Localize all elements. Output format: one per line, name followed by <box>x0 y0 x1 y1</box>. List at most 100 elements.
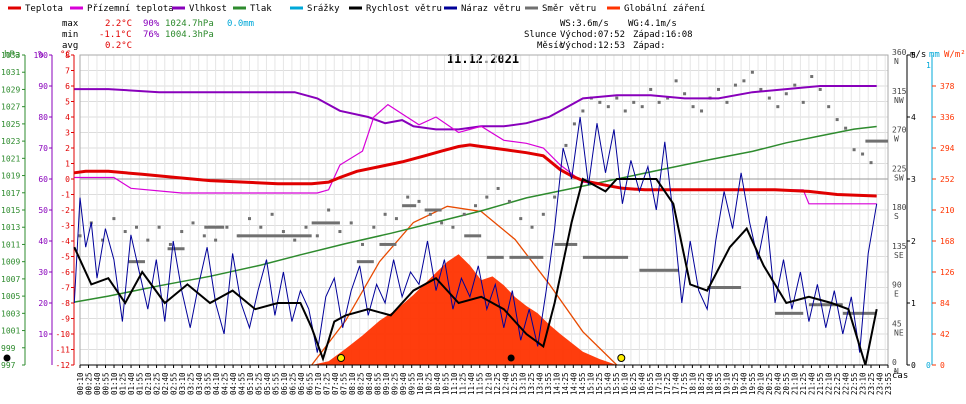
stats-max-rain: 0.0mm <box>227 19 254 29</box>
wind-direction-point <box>683 92 687 96</box>
x-tick-label: 11:10 <box>450 372 459 395</box>
hpa-tick-label: 1031 <box>1 68 20 77</box>
x-tick-label: 15:55 <box>612 372 621 395</box>
x-tick-label: 14:55 <box>578 372 587 395</box>
x-tick-label: 21:40 <box>808 372 817 395</box>
dir-name-label: N <box>894 367 899 376</box>
temp-tick-label: -9 <box>60 315 70 324</box>
x-tick-label: 16:25 <box>629 372 638 395</box>
mm-tick-label: 1 <box>926 61 931 70</box>
x-tick-label: 07:55 <box>340 372 349 395</box>
wm2-tick-label: 168 <box>940 237 955 246</box>
legend-item-label: Tlak <box>250 4 272 14</box>
ms-tick-label: 2 <box>911 237 916 246</box>
temp-tick-label: -10 <box>56 330 71 339</box>
x-tick-label: 13:10 <box>518 372 527 395</box>
wind-direction-bar <box>379 242 397 246</box>
temp-tick-label: 7 <box>65 67 70 76</box>
x-tick-label: 12:40 <box>501 372 510 395</box>
x-tick-label: 14:25 <box>561 372 570 395</box>
legend-item-label: Náraz větru <box>461 4 521 14</box>
ms-tick-label: 1 <box>911 299 916 308</box>
wm2-axis-unit: W/m² <box>944 50 966 60</box>
x-tick-label: 02:25 <box>153 372 162 395</box>
dir-name-label: NE <box>894 328 904 337</box>
ms-tick-label: 0 <box>911 361 916 370</box>
wind-direction-point <box>700 109 704 113</box>
wind-direction-point <box>759 87 763 91</box>
wind-direction-bar <box>402 204 417 208</box>
wm2-tick-label: 0 <box>940 361 945 370</box>
temp-tick-label: 1 <box>65 160 70 169</box>
wind-direction-bar <box>311 221 340 225</box>
pct-tick-label: 70 <box>38 144 48 153</box>
pressure-line <box>74 125 877 303</box>
wind-direction-point <box>417 199 421 203</box>
wm2-tick-label: 378 <box>940 82 955 91</box>
stats-max-temp: 2.2°C <box>105 19 132 29</box>
wind-direction-bar <box>238 234 312 238</box>
x-tick-label: 23:10 <box>859 372 868 395</box>
x-tick-label: 01:40 <box>127 372 136 395</box>
wind-direction-point <box>270 212 274 216</box>
temperature-line <box>74 143 877 198</box>
x-tick-label: 15:10 <box>586 372 595 395</box>
x-tick-label: 05:55 <box>272 372 281 395</box>
hpa-tick-label: 1011 <box>1 240 20 249</box>
hpa-tick-label: 1015 <box>1 206 20 215</box>
pct-tick-label: 80 <box>38 113 48 122</box>
dir-tick-label: 135 <box>892 242 907 251</box>
wind-direction-point <box>553 195 557 199</box>
plot-area <box>3 70 888 366</box>
dir-name-label: S <box>894 212 899 221</box>
hpa-tick-label: 1017 <box>1 189 20 198</box>
wind-gust-info: WG:4.1m/s <box>628 19 677 29</box>
wind-direction-point <box>372 225 376 229</box>
wind-direction-point <box>281 230 285 234</box>
x-tick-label: 02:40 <box>161 372 170 395</box>
dir-tick-label: 225 <box>892 164 907 173</box>
temp-tick-label: -7 <box>60 284 70 293</box>
moonrise-marker <box>507 354 515 362</box>
temp-tick-label: -3 <box>60 222 70 231</box>
wind-direction-point <box>666 96 670 100</box>
hpa-tick-label: 1025 <box>1 120 20 129</box>
wind-direction-point <box>572 122 576 126</box>
x-tick-label: 21:10 <box>790 372 799 395</box>
temp-tick-label: -6 <box>60 268 70 277</box>
x-tick-label: 09:55 <box>408 372 417 395</box>
wind-direction-point <box>496 186 500 190</box>
wm2-tick-label: 336 <box>940 113 955 122</box>
x-tick-label: 20:40 <box>773 372 782 395</box>
x-tick-label: 03:10 <box>178 372 187 395</box>
x-tick-label: 00:55 <box>102 372 111 395</box>
wind-direction-point <box>135 225 139 229</box>
wind-direction-point <box>78 234 82 238</box>
wind-direction-point <box>146 238 150 242</box>
hpa-tick-label: 999 <box>1 344 16 353</box>
wind-direction-bar <box>582 255 629 259</box>
wm2-tick-label: 294 <box>940 144 955 153</box>
wind-direction-point <box>394 217 398 221</box>
wm2-tick-label: 210 <box>940 206 955 215</box>
wm2-tick-label: 252 <box>940 175 955 184</box>
moonset-time: Západ: <box>633 41 666 51</box>
wind-direction-point <box>259 225 263 229</box>
wind-direction-point <box>214 238 218 242</box>
dir-tick-label: 315 <box>892 87 907 96</box>
wind-direction-point <box>327 208 331 212</box>
wind-direction-point <box>293 238 297 242</box>
x-tick-label: 13:25 <box>527 372 536 395</box>
wind-speed-line <box>73 177 878 366</box>
wind-direction-point <box>623 109 627 113</box>
wind-direction-point <box>827 105 831 109</box>
hpa-tick-label: 1023 <box>1 137 20 146</box>
wind-direction-point <box>784 92 788 96</box>
pct-tick-label: 10 <box>38 330 48 339</box>
wind-direction-point <box>236 234 240 238</box>
temp-tick-label: -5 <box>60 253 70 262</box>
wind-direction-point <box>541 212 545 216</box>
x-tick-label: 11:55 <box>476 372 485 395</box>
wind-direction-point <box>725 100 729 104</box>
